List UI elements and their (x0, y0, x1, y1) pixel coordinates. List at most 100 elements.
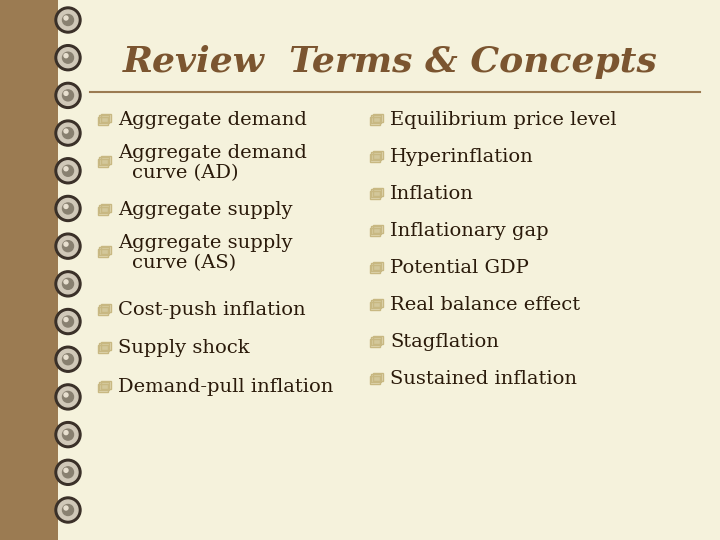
Bar (101, 204, 110, 212)
Bar (373, 114, 382, 122)
Circle shape (63, 90, 73, 101)
Circle shape (55, 233, 81, 259)
Bar (369, 191, 379, 199)
Circle shape (64, 393, 68, 397)
Bar (371, 190, 381, 197)
Bar (101, 114, 110, 122)
Bar (99, 116, 109, 123)
Circle shape (58, 462, 78, 482)
Circle shape (63, 467, 73, 478)
Bar (98, 249, 107, 256)
Bar (373, 299, 382, 307)
Bar (369, 376, 379, 383)
Bar (101, 114, 110, 122)
Text: Real balance effect: Real balance effect (390, 296, 580, 314)
Circle shape (58, 236, 78, 256)
Circle shape (58, 161, 78, 181)
Circle shape (55, 7, 81, 33)
Bar (98, 117, 107, 125)
Bar (373, 262, 382, 269)
Bar (371, 116, 381, 123)
Bar (98, 207, 107, 214)
Bar (98, 307, 107, 314)
Bar (373, 225, 382, 233)
Circle shape (63, 127, 73, 139)
Bar (373, 188, 382, 195)
Bar (99, 343, 109, 351)
Circle shape (55, 497, 81, 523)
Bar (99, 247, 109, 255)
Bar (99, 205, 109, 213)
Circle shape (63, 52, 73, 63)
Circle shape (63, 429, 73, 440)
Bar (98, 345, 107, 353)
Bar (373, 262, 382, 269)
Bar (373, 336, 382, 343)
Circle shape (58, 85, 78, 105)
Bar (373, 188, 382, 195)
Bar (99, 116, 109, 123)
Circle shape (63, 316, 73, 327)
Circle shape (58, 10, 78, 30)
Bar (101, 342, 110, 349)
Bar (99, 343, 109, 351)
Bar (369, 302, 379, 309)
Bar (101, 246, 110, 253)
Bar (101, 381, 110, 388)
Circle shape (58, 48, 78, 68)
Circle shape (58, 387, 78, 407)
Text: Review  Terms & Concepts: Review Terms & Concepts (122, 45, 657, 79)
Circle shape (64, 242, 68, 246)
Circle shape (63, 203, 73, 214)
Bar (369, 302, 379, 309)
Bar (369, 117, 379, 125)
Circle shape (58, 312, 78, 332)
Bar (371, 226, 381, 234)
Text: Inflationary gap: Inflationary gap (390, 222, 549, 240)
Bar (101, 156, 110, 164)
Bar (369, 117, 379, 125)
Text: Sustained inflation: Sustained inflation (390, 370, 577, 388)
Circle shape (64, 53, 68, 58)
Bar (98, 249, 107, 256)
Text: Stagflation: Stagflation (390, 333, 499, 351)
Text: Aggregate supply: Aggregate supply (118, 234, 292, 252)
Bar (369, 376, 379, 383)
Bar (371, 226, 381, 234)
Circle shape (64, 167, 68, 171)
Circle shape (58, 500, 78, 520)
Circle shape (55, 460, 81, 485)
Bar (373, 299, 382, 307)
Bar (369, 154, 379, 161)
Bar (371, 152, 381, 160)
Bar (371, 152, 381, 160)
Circle shape (55, 384, 81, 410)
Circle shape (64, 468, 68, 472)
Bar (371, 116, 381, 123)
Text: Cost-push inflation: Cost-push inflation (118, 301, 305, 319)
Circle shape (58, 349, 78, 369)
Text: Potential GDP: Potential GDP (390, 259, 529, 277)
Bar (98, 384, 107, 392)
Circle shape (63, 504, 73, 516)
Circle shape (64, 318, 68, 321)
Circle shape (55, 158, 81, 184)
Bar (99, 382, 109, 390)
Bar (373, 373, 382, 381)
Circle shape (64, 16, 68, 20)
Text: Inflation: Inflation (390, 185, 474, 203)
Bar (373, 336, 382, 343)
Circle shape (55, 271, 81, 297)
Text: Hyperinflation: Hyperinflation (390, 148, 534, 166)
Text: curve (AS): curve (AS) (132, 254, 236, 272)
Circle shape (55, 195, 81, 221)
Bar (101, 204, 110, 212)
Circle shape (64, 280, 68, 284)
Bar (101, 246, 110, 253)
Bar (369, 191, 379, 199)
Bar (98, 307, 107, 314)
Bar (99, 247, 109, 255)
Circle shape (63, 354, 73, 364)
Circle shape (64, 506, 68, 510)
Bar (98, 117, 107, 125)
